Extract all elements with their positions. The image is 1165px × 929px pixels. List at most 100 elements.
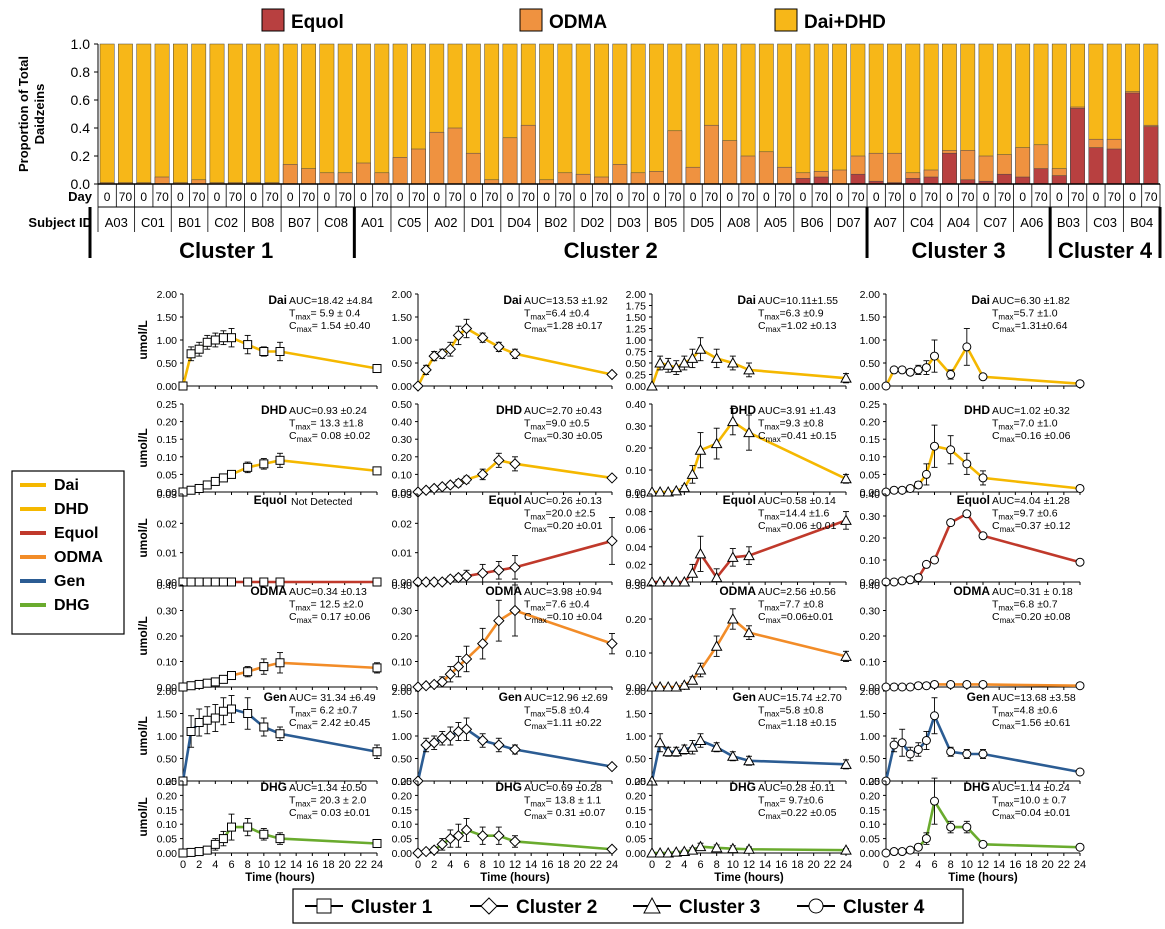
y-tick-label: 0.10: [626, 819, 647, 831]
y-tick-label: 0.30: [157, 606, 178, 618]
pk-stat-line: Cmax=0.41 ±0.15: [758, 430, 837, 444]
data-marker-triangle: [710, 437, 723, 449]
bar-segment-odma: [758, 151, 774, 185]
bar-segment-odma: [685, 166, 701, 185]
legend-label: Dai+DHD: [804, 12, 886, 33]
bar-segment-dai-dhd: [246, 43, 262, 185]
data-marker-diamond: [452, 660, 465, 673]
legend-box: [292, 888, 964, 924]
bar-segment-dai-dhd: [923, 43, 939, 185]
bar-segment-dai-dhd: [557, 43, 573, 185]
data-marker-square: [227, 822, 236, 832]
x-tick-label: 18: [557, 859, 569, 871]
y-tick-label: 0.20: [392, 452, 413, 464]
y-tick-label: 0.10: [392, 819, 413, 831]
bar-segment-odma: [740, 155, 756, 185]
data-marker-circle: [978, 679, 988, 689]
data-marker-diamond: [460, 723, 473, 735]
bar-segment-dai-dhd: [813, 43, 829, 185]
pk-panel-dhd-cluster-4: 0.25 0.20 0.15 0.10 0.05 0.00 DHD AUC=1.02 ±0.3…: [860, 399, 1085, 499]
bar-segment-dai-dhd: [685, 43, 701, 185]
pk-analyte-label: Gen: [967, 690, 990, 704]
subject-id-label: B07: [288, 215, 311, 230]
data-marker-triangle: [670, 484, 683, 496]
data-marker-circle: [905, 575, 915, 585]
pk-analyte-label: ODMA: [485, 584, 522, 598]
data-marker-square: [316, 898, 332, 914]
x-tick-label: 0: [649, 859, 655, 871]
y-tick-label: 0.15: [392, 805, 413, 817]
pk-stat-line: AUC=0.93 ±0.24: [289, 405, 367, 417]
data-marker-circle: [889, 847, 899, 857]
bar-segment-equol: [1033, 168, 1049, 185]
pk-stat-line: Cmax=0.37 ±0.12: [992, 520, 1071, 534]
bar-segment-equol: [1015, 176, 1031, 185]
y-tick-label: 0.40: [392, 417, 413, 429]
x-tick-label: 22: [590, 859, 602, 871]
day-label: 0: [580, 190, 587, 204]
data-marker-square: [243, 462, 253, 472]
data-marker-square: [372, 747, 382, 757]
pk-panel-dhg-cluster-3: 0.250.200.150.100.050.000 2 4 6 8 10 12 14 16 18 2…: [626, 776, 853, 884]
data-marker-square: [202, 845, 212, 855]
pk-analyte-label: Gen: [499, 690, 522, 704]
pk-analyte-label: DHD: [730, 403, 756, 417]
bar-segment-dai-dhd: [227, 43, 243, 185]
y-tick-label: 0.08: [626, 507, 647, 519]
x-tick-label: 14: [525, 859, 537, 871]
y-tick-label: 0.00: [392, 577, 413, 589]
y-tick-label: 0.00: [392, 848, 413, 860]
y-tick-label: 0.30: [626, 421, 647, 433]
bar-segment-odma: [722, 140, 738, 185]
data-marker-triangle: [710, 571, 723, 583]
pk-stat-line: AUC=10.11±1.55: [758, 295, 838, 307]
data-marker-diamond: [444, 832, 457, 845]
subject-row-label: Subject ID: [28, 215, 92, 230]
y-tick-label: 0.10: [157, 657, 178, 669]
data-marker-diamond: [420, 845, 432, 858]
day-label: 70: [924, 190, 938, 204]
y-tick-label: 1.00: [157, 731, 178, 743]
data-marker-square: [275, 834, 285, 844]
y-tick-label: 0.20: [626, 790, 647, 802]
pk-panel-odma-cluster-4: 0.40 0.30 0.20 0.10 0.00 ODMA AUC=0.31 ± 0.18T…: [860, 580, 1085, 694]
data-marker-triangle: [654, 356, 666, 368]
legend-label: Equol: [291, 12, 344, 33]
data-marker-triangle: [726, 750, 739, 761]
data-marker-diamond: [476, 331, 489, 344]
bar-segment-odma: [429, 131, 445, 185]
data-marker-circle: [930, 441, 939, 451]
data-marker-square: [186, 577, 196, 587]
data-marker-triangle: [686, 844, 699, 855]
data-marker-square: [259, 577, 269, 587]
data-marker-square: [227, 469, 236, 479]
pk-stat-line: Cmax= 2.42 ±0.45: [289, 717, 370, 731]
data-marker-circle: [978, 372, 988, 382]
bar-segment-dai-dhd: [173, 43, 188, 185]
x-tick-label: 16: [541, 859, 553, 871]
x-tick-label: 4: [212, 859, 218, 871]
y-tick-label: 0.20: [157, 790, 178, 802]
y-tick-label: 0.40: [157, 580, 178, 592]
data-marker-circle: [962, 679, 972, 689]
data-marker-circle: [930, 711, 939, 721]
data-marker-triangle: [686, 352, 699, 363]
data-marker-triangle: [670, 745, 683, 757]
x-tick-label: 24: [1074, 859, 1086, 871]
data-marker-diamond: [606, 843, 618, 855]
pk-stat-line: Tmax=14.4 ±1.6: [758, 508, 830, 522]
pk-stat-line: AUC= 31.34 ±6.49: [289, 692, 376, 704]
data-marker-circle: [1075, 379, 1085, 389]
pk-panel-dai-cluster-3: 2.001.751.501.251.000.750.500.250.00 Dai A…: [626, 289, 852, 393]
pk-stat-line: Tmax= 20.3 ± 2.0: [289, 795, 366, 809]
day-label: 70: [155, 190, 169, 204]
y-tick-label: 0.20: [860, 533, 881, 545]
y-tick-label: 0.15: [157, 805, 178, 817]
bar-segment-odma: [960, 150, 976, 185]
day-label: 70: [265, 190, 279, 204]
day-label: 0: [543, 190, 550, 204]
y-tick-label: 0.00: [860, 487, 881, 499]
data-marker-diamond: [509, 743, 521, 756]
y-tick-label: 0.8: [71, 64, 91, 80]
x-tick-label: 22: [824, 859, 836, 871]
